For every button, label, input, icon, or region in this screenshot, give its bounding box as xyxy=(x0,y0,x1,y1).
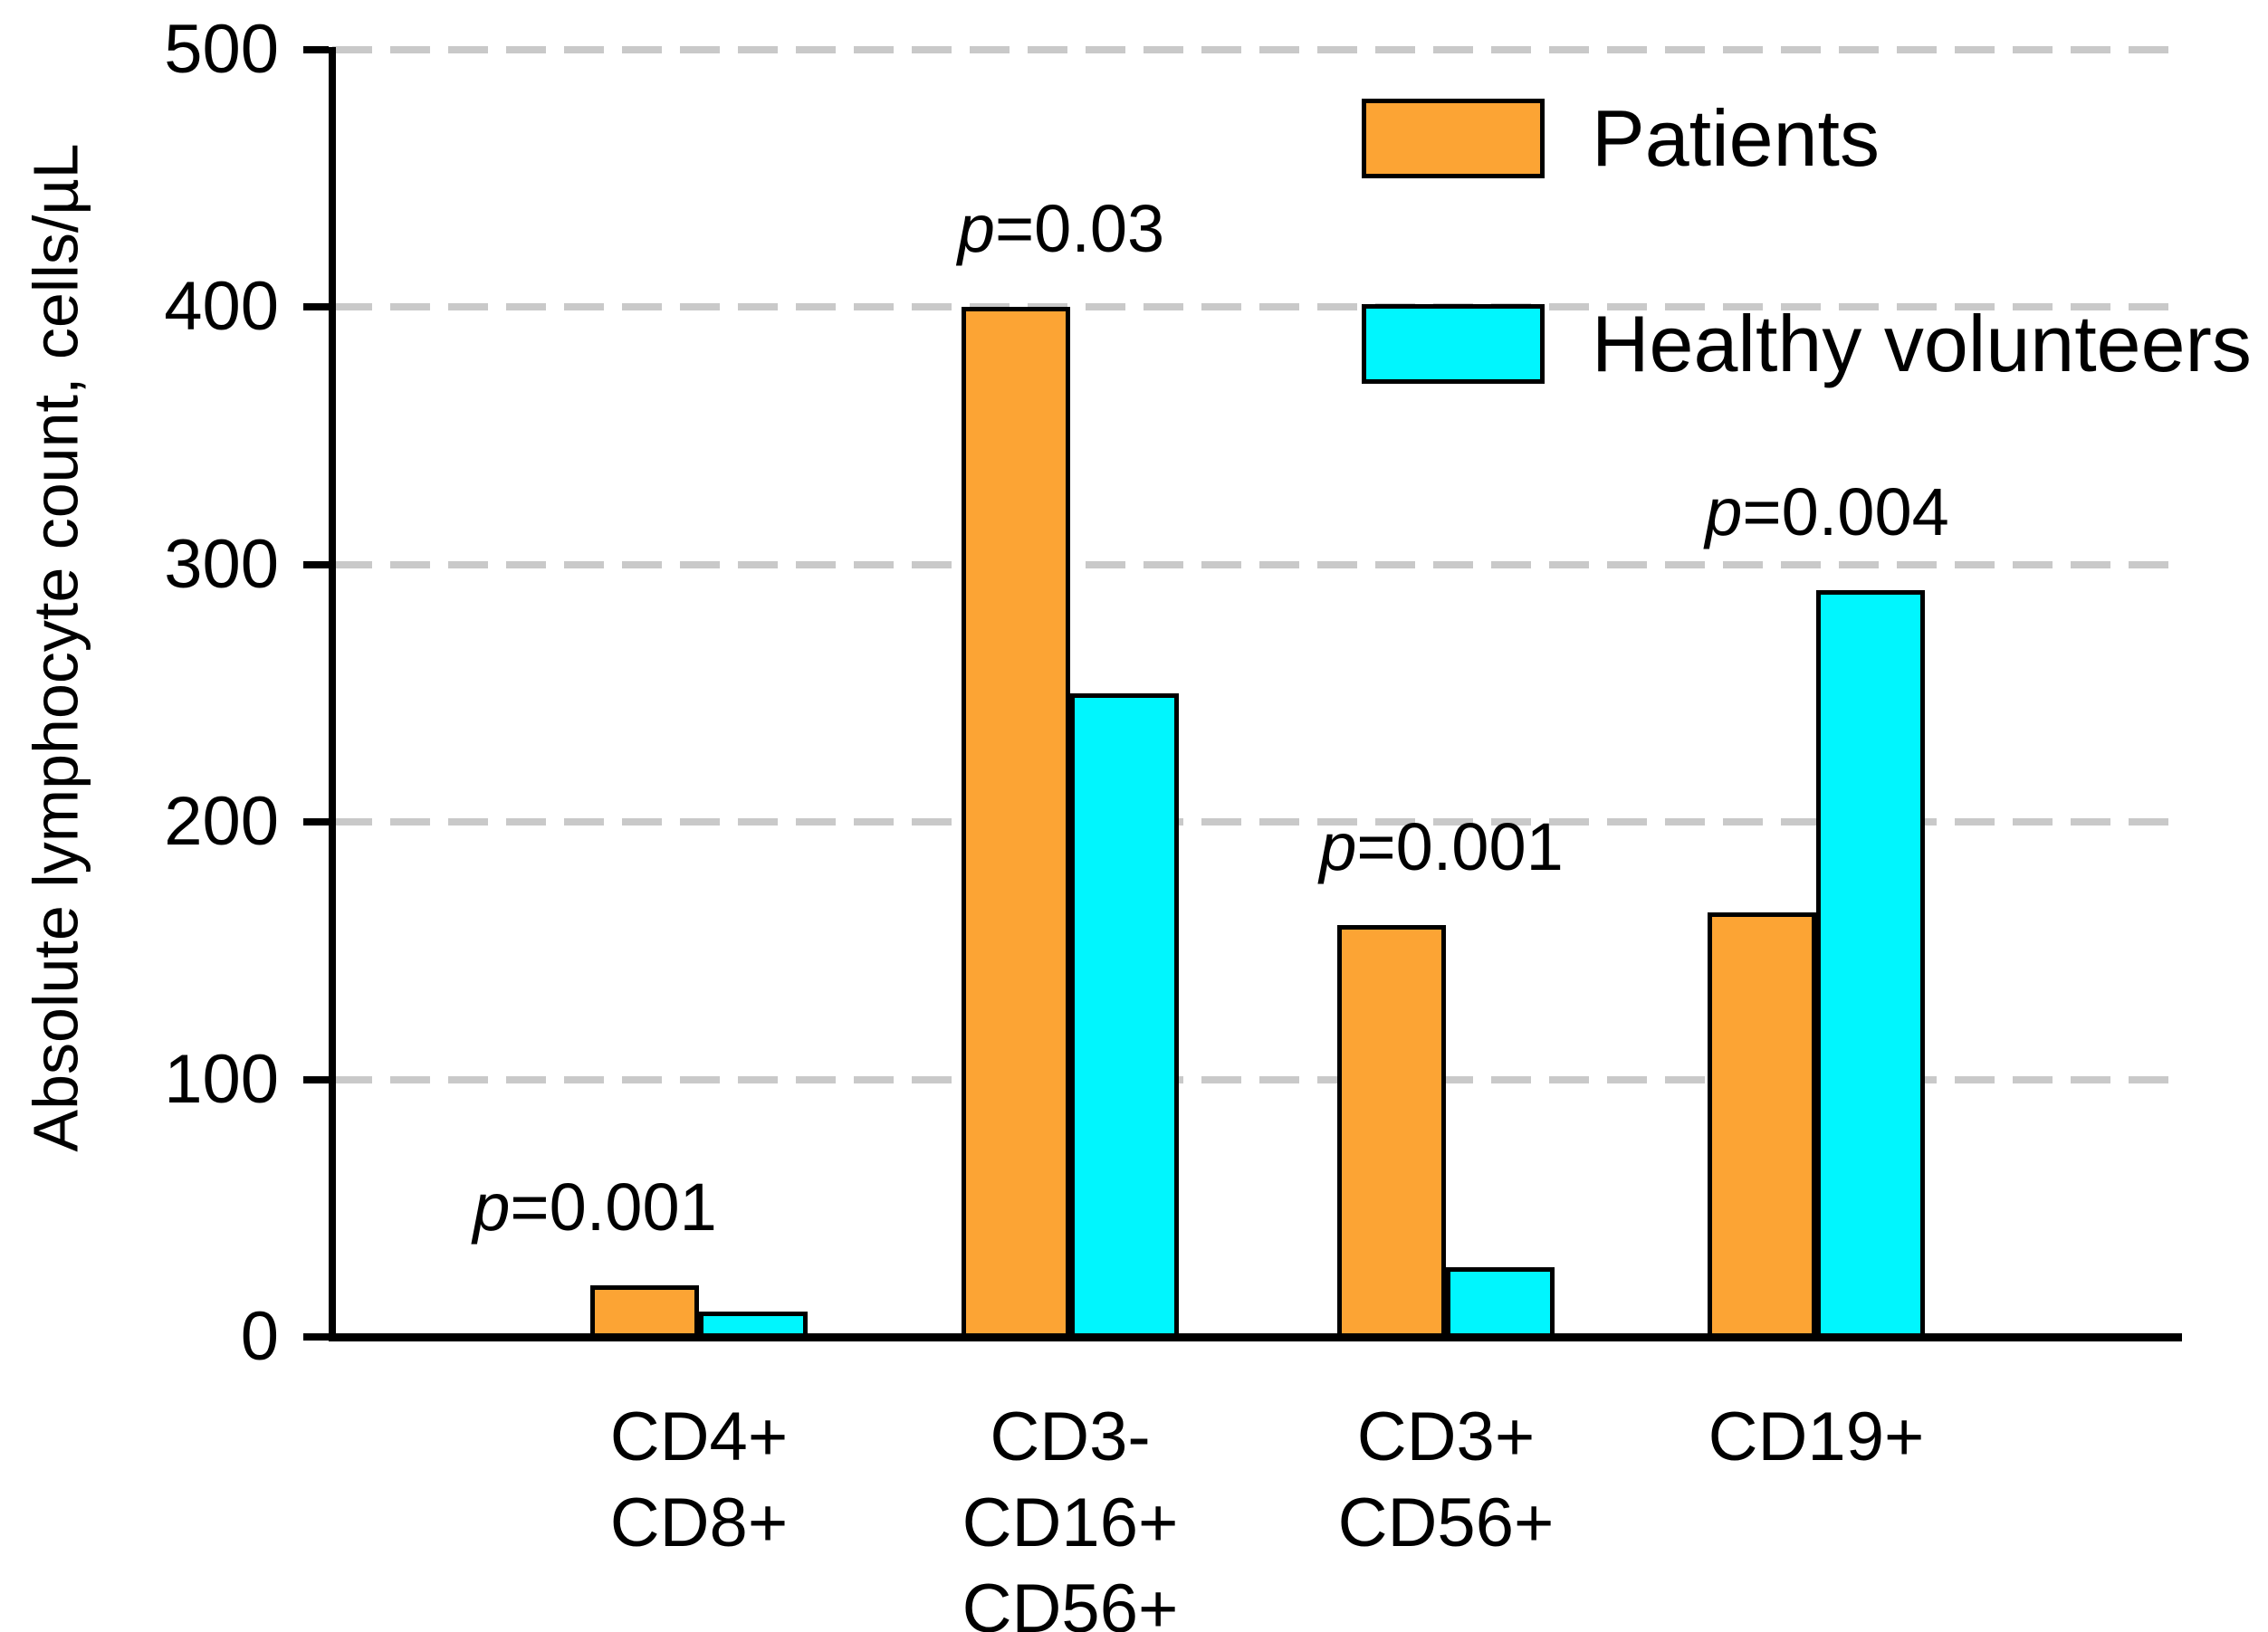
bar-healthy-volunteers-group-2 xyxy=(1070,693,1179,1341)
gridline-100 xyxy=(332,1075,2182,1083)
x-category-label-2: CD3- CD16+ CD56+ xyxy=(962,1394,1179,1632)
p-value-group-2: p=0.03 xyxy=(957,191,1165,266)
y-tick-200 xyxy=(303,818,329,826)
x-category-label-line: CD4+ xyxy=(609,1398,789,1475)
y-axis-line xyxy=(329,47,336,1341)
p-value-group-3: p=0.001 xyxy=(1319,808,1564,884)
bar-patients-group-2 xyxy=(962,307,1070,1341)
y-tick-label-0: 0 xyxy=(240,1298,279,1375)
x-category-label-4: CD19+ xyxy=(1708,1394,1925,1480)
gridline-300 xyxy=(332,560,2182,568)
y-tick-100 xyxy=(303,1075,329,1083)
legend-item-healthy-volunteers: Healthy volunteers xyxy=(1362,301,2252,387)
gridline-500 xyxy=(332,45,2182,53)
legend-item-patients: Patients xyxy=(1362,95,1880,182)
y-tick-300 xyxy=(303,560,329,568)
y-axis-title: Absolute lymphocyte count, cells/µL xyxy=(20,143,91,1152)
y-tick-label-500: 500 xyxy=(164,10,279,88)
bar-patients-group-4 xyxy=(1708,912,1816,1341)
y-tick-label-100: 100 xyxy=(164,1040,279,1118)
legend-swatch-patients xyxy=(1362,99,1545,178)
y-tick-label-200: 200 xyxy=(164,783,279,860)
y-tick-0 xyxy=(303,1333,329,1341)
p-value-group-1: p=0.001 xyxy=(473,1169,717,1245)
x-category-label-line: CD19+ xyxy=(1708,1398,1925,1475)
y-tick-400 xyxy=(303,303,329,310)
legend-swatch-healthy-volunteers xyxy=(1362,304,1545,384)
bar-patients-group-3 xyxy=(1337,925,1446,1341)
x-axis-line xyxy=(329,1333,2182,1341)
x-category-label-line: CD56+ xyxy=(1337,1484,1555,1561)
legend-label-patients: Patients xyxy=(1592,93,1880,183)
y-tick-500 xyxy=(303,45,329,53)
x-category-label-line: CD56+ xyxy=(962,1570,1179,1632)
gridline-200 xyxy=(332,818,2182,826)
legend-label-healthy-volunteers: Healthy volunteers xyxy=(1592,299,2252,388)
gridline-400 xyxy=(332,303,2182,310)
y-tick-label-300: 300 xyxy=(164,525,279,603)
bar-healthy-volunteers-group-4 xyxy=(1816,590,1925,1341)
p-value-group-4: p=0.004 xyxy=(1705,473,1949,549)
x-category-label-line: CD3- xyxy=(990,1398,1151,1475)
y-tick-label-400: 400 xyxy=(164,268,279,345)
bar-healthy-volunteers-group-3 xyxy=(1446,1267,1555,1341)
x-category-label-line: CD16+ xyxy=(962,1484,1179,1561)
x-category-label-3: CD3+ CD56+ xyxy=(1338,1394,1555,1566)
x-category-label-1: CD4+ CD8+ xyxy=(610,1394,788,1566)
x-category-label-line: CD3+ xyxy=(1356,1398,1536,1475)
x-category-label-line: CD8+ xyxy=(609,1484,789,1561)
